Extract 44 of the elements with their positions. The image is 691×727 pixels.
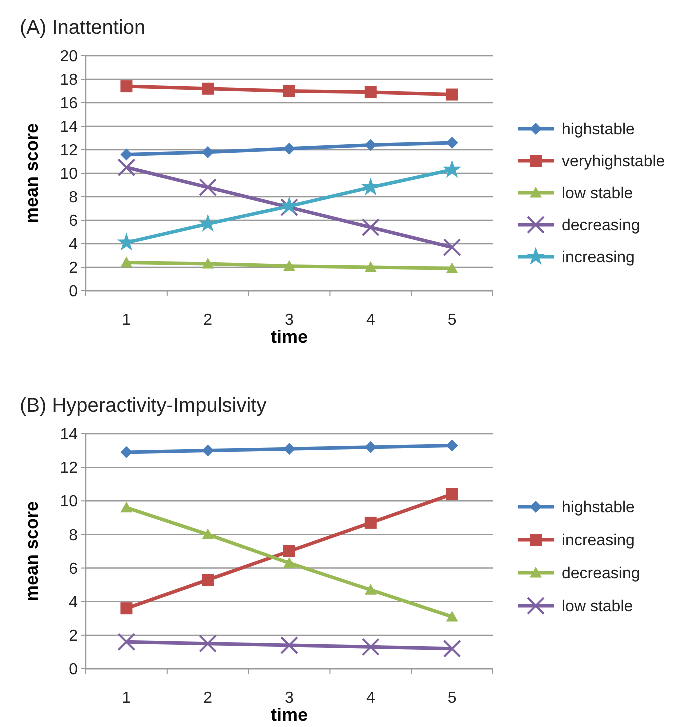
y-tick-label: 6	[69, 560, 78, 578]
x-tick-label: 5	[448, 312, 457, 329]
x-tick-label: 1	[122, 690, 132, 707]
y-axis-title: mean score	[22, 501, 42, 602]
legend-label: highstable	[562, 500, 636, 517]
y-tick-label: 12	[60, 460, 78, 478]
y-tick-label: 10	[60, 494, 78, 511]
legend-label: low stable	[562, 598, 634, 616]
y-tick-label: 8	[69, 190, 78, 207]
legend-label: increasing	[562, 532, 635, 550]
y-tick-label: 4	[69, 594, 78, 612]
y-tick-label: 10	[60, 166, 78, 184]
x-tick-label: 4	[366, 312, 376, 329]
x-tick-label: 1	[122, 312, 132, 329]
x-tick-label: 5	[448, 690, 457, 707]
y-tick-label: 4	[69, 236, 78, 254]
y-tick-label: 2	[69, 260, 78, 278]
y-tick-label: 8	[69, 527, 78, 544]
x-axis-title: time	[270, 327, 308, 347]
x-tick-label: 2	[204, 312, 213, 329]
y-tick-label: 18	[60, 72, 78, 90]
legend-label: decreasing	[562, 566, 640, 583]
y-tick-label: 14	[60, 119, 78, 136]
x-tick-label: 2	[204, 690, 213, 707]
legend-label: decreasing	[562, 218, 640, 235]
y-tick-label: 14	[60, 426, 78, 444]
chart-title: (B) Hyperactivity-Impulsivity	[20, 395, 267, 417]
x-tick-label: 3	[285, 690, 294, 707]
y-tick-label: 2	[69, 628, 78, 646]
y-tick-label: 12	[60, 142, 78, 160]
y-tick-label: 16	[60, 96, 78, 113]
legend-label: highstable	[562, 122, 636, 139]
y-tick-label: 20	[60, 48, 78, 66]
chart-title: (A) Inattention	[20, 17, 146, 39]
y-tick-label: 0	[69, 662, 78, 679]
legend-label: increasing	[562, 250, 635, 267]
x-tick-label: 3	[285, 312, 294, 329]
legend-label: veryhighstable	[562, 154, 666, 171]
x-tick-label: 4	[366, 690, 376, 707]
y-axis-title: mean score	[22, 123, 42, 224]
y-tick-label: 6	[69, 213, 78, 230]
legend-label: low stable	[562, 186, 634, 203]
x-axis-title: time	[270, 705, 308, 725]
y-tick-label: 0	[69, 284, 78, 301]
